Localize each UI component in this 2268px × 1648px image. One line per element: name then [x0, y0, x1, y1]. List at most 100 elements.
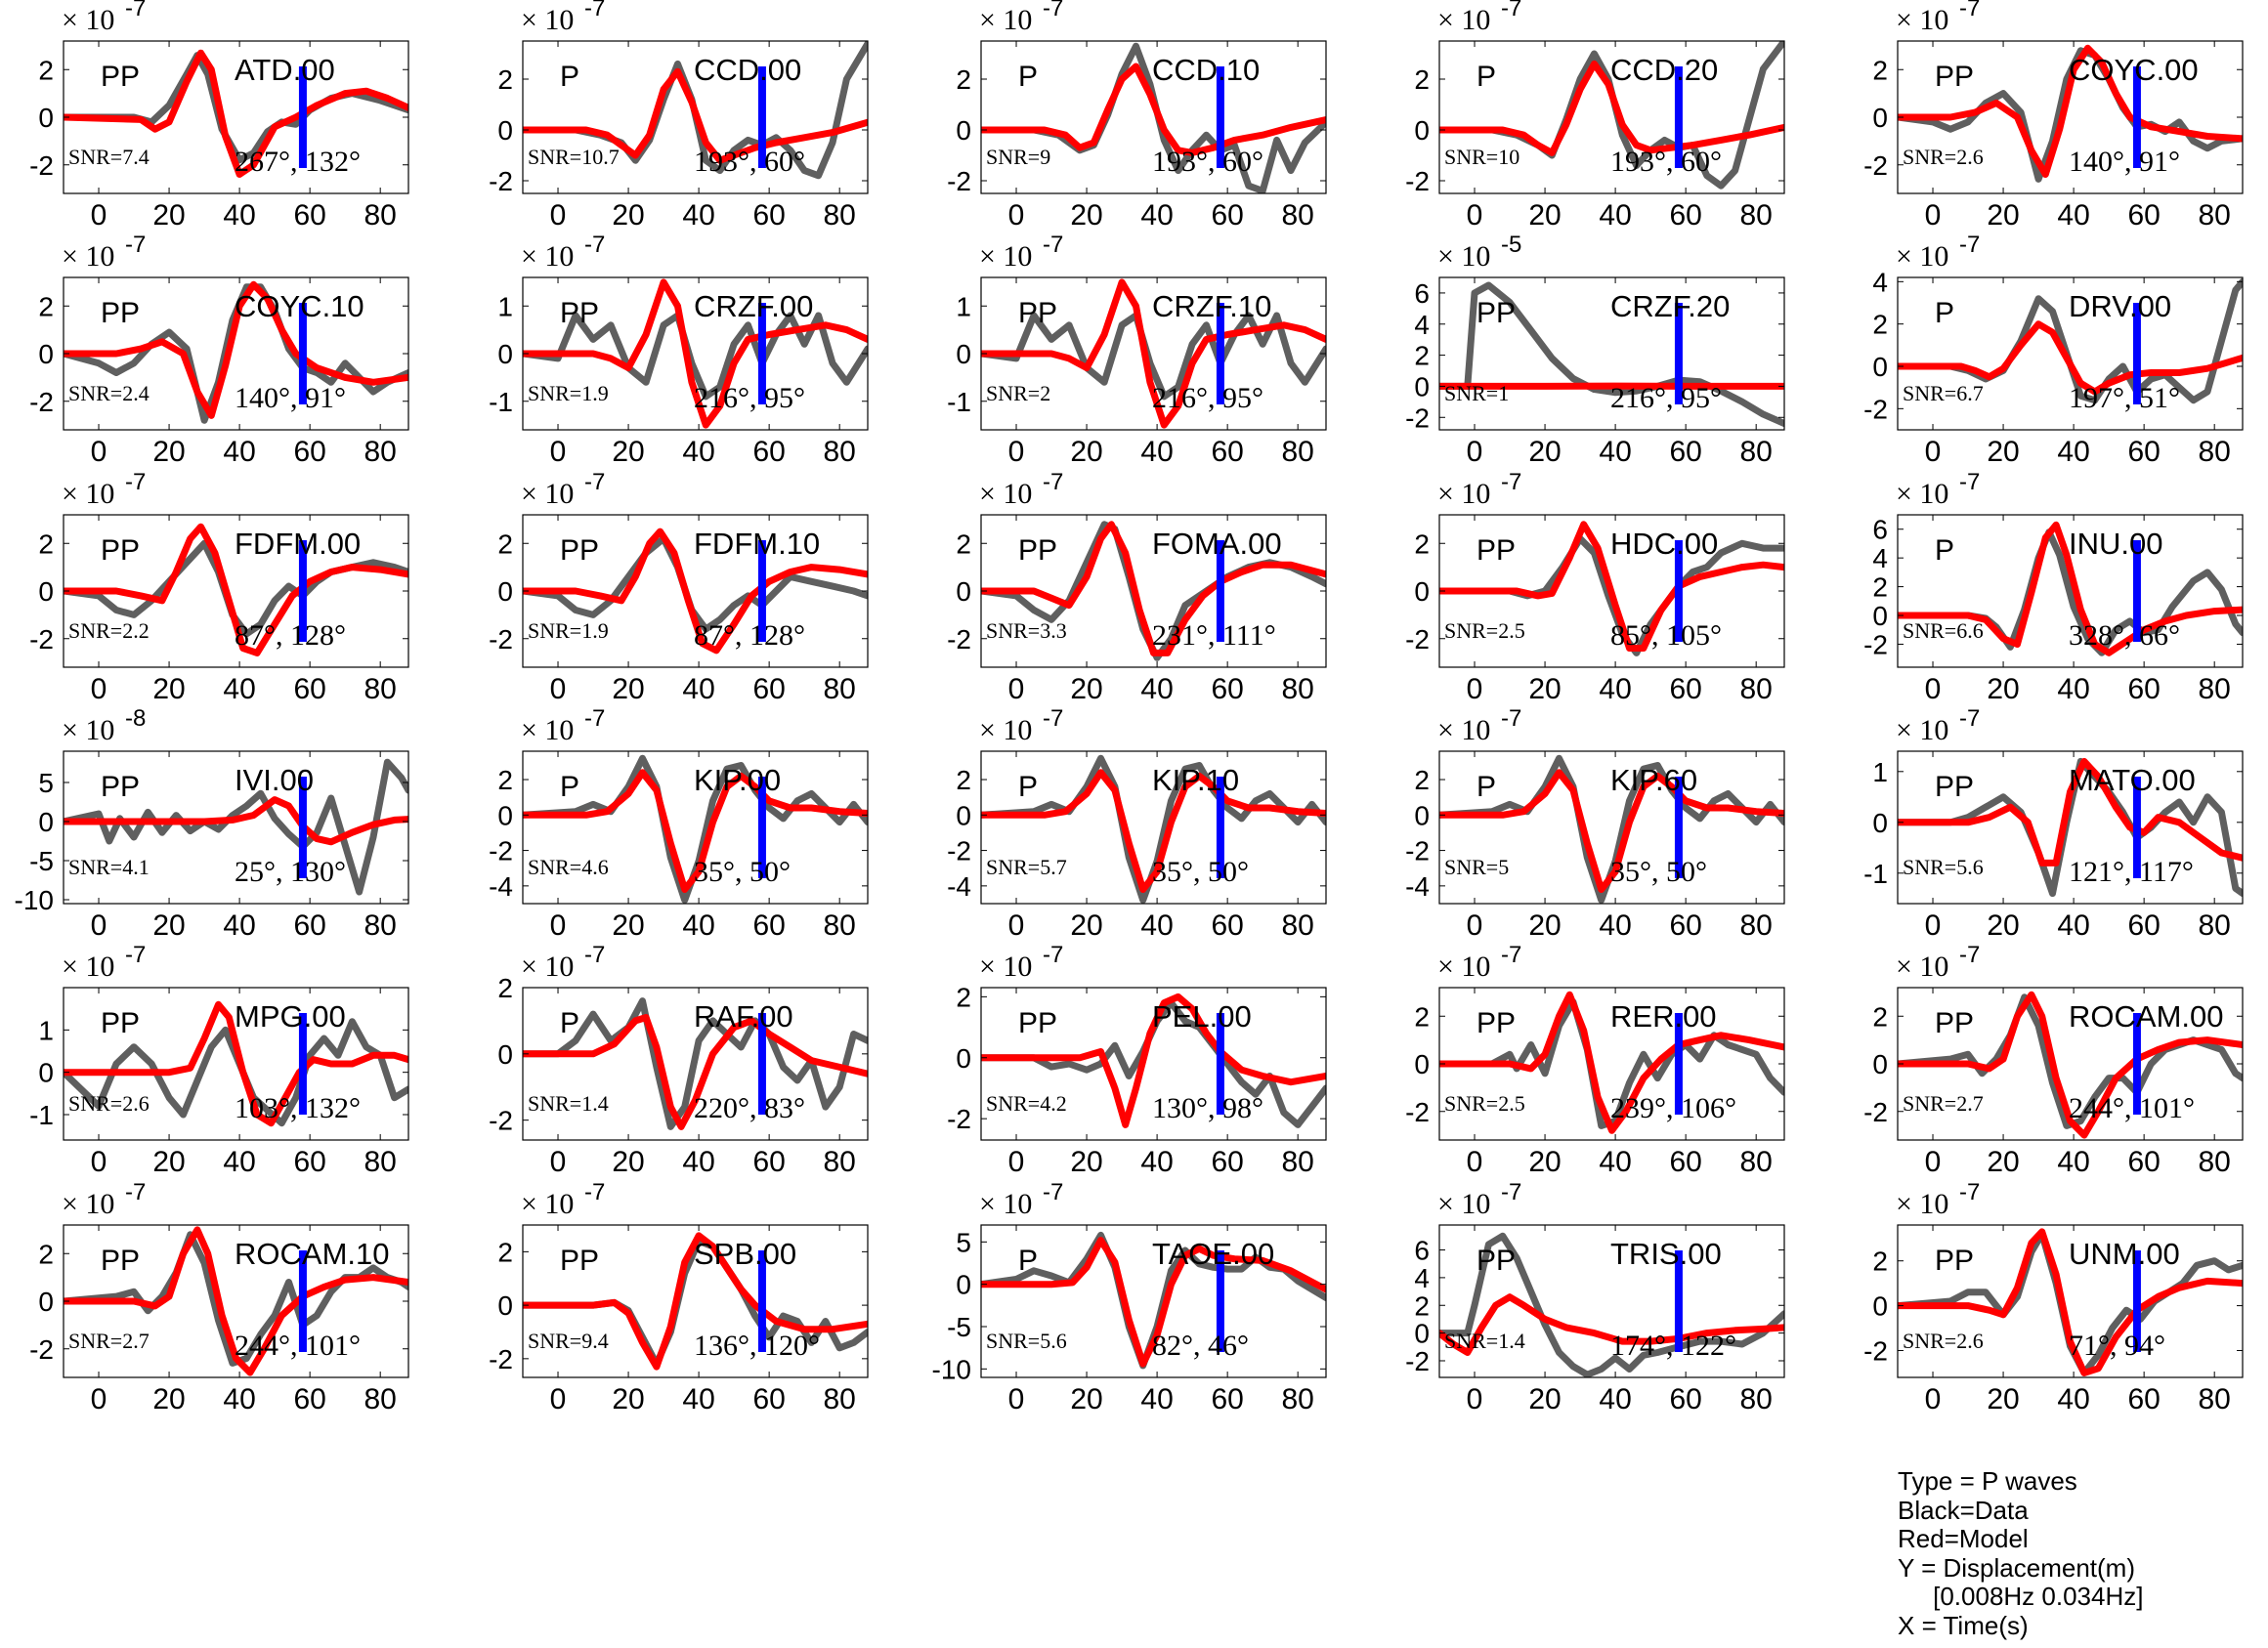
- x-tick-label: 80: [1739, 909, 1772, 942]
- snr-label: SNR=6.7: [1903, 381, 1984, 405]
- station-label: CCD.00: [694, 53, 801, 87]
- x-tick-label: 80: [364, 199, 396, 232]
- model-trace: [1439, 1293, 1784, 1356]
- station-label: MPG.00: [235, 999, 346, 1034]
- axis-exponent-power: -7: [125, 232, 146, 258]
- x-tick-label: 80: [2198, 199, 2230, 232]
- angles-label: 193°, 60°: [1610, 146, 1722, 178]
- x-tick-label: 40: [223, 673, 255, 705]
- y-tick-label: 2: [956, 528, 971, 559]
- snr-label: SNR=5.6: [1903, 855, 1984, 879]
- x-tick-label: 0: [1925, 909, 1942, 942]
- axes-box: [980, 1224, 1327, 1378]
- station-label: MATO.00: [2069, 763, 2196, 797]
- angles-label: 35°, 50°: [1152, 856, 1249, 888]
- x-tick-label: 60: [2127, 199, 2160, 232]
- station-label: KIP.00: [694, 763, 781, 797]
- x-tick-label: 20: [612, 436, 644, 468]
- station-label: ROCAM.00: [2069, 999, 2223, 1034]
- y-tick-label: 4: [1414, 310, 1430, 340]
- axis-exponent-power: -7: [1959, 232, 1980, 258]
- x-tick-label: 80: [2198, 673, 2230, 705]
- angles-label: 121°, 117°: [2069, 856, 2194, 888]
- x-tick-label: 60: [1669, 199, 1701, 232]
- y-tick-label: -2: [1405, 1346, 1430, 1376]
- panel-crzf-00: 0 20 40 60 80 -1 0 1 × 10 -7 PP CRZF.00 SNR=1.9 216°,…: [489, 232, 869, 468]
- snr-label: SNR=1: [1444, 381, 1509, 405]
- station-label: FDFM.00: [235, 527, 361, 561]
- y-tick-label: -2: [489, 1344, 513, 1374]
- y-tick-label: -2: [29, 624, 54, 655]
- x-tick-label: 80: [1739, 1383, 1772, 1416]
- axis-exponent-power: -7: [584, 232, 605, 258]
- x-tick-label: 80: [823, 1383, 855, 1416]
- x-tick-label: 80: [1281, 1146, 1313, 1178]
- x-tick-label: 40: [1140, 909, 1173, 942]
- x-tick-label: 80: [364, 1383, 396, 1416]
- angles-label: 193°, 60°: [1152, 146, 1263, 178]
- panel-coyc-10: 0 20 40 60 80 -2 0 2 × 10 -7 PP COYC.10 SNR=2.4 140°,…: [29, 232, 409, 468]
- x-tick-label: 80: [1739, 673, 1772, 705]
- x-tick-label: 20: [152, 1383, 185, 1416]
- y-tick-label: 0: [956, 1043, 971, 1074]
- x-tick-label: 0: [550, 673, 567, 705]
- y-tick-label: -2: [947, 624, 971, 655]
- angles-label: 87°, 128°: [235, 619, 346, 652]
- phase-label: PP: [1935, 1245, 1974, 1277]
- snr-label: SNR=5.6: [986, 1329, 1067, 1353]
- panel-spb-00: 0 20 40 60 80 -2 0 2 × 10 -7 PP SPB.00 SNR=9.4 136°, …: [489, 1179, 869, 1416]
- axis-exponent-power: -7: [125, 469, 146, 495]
- y-tick-label: 2: [956, 765, 971, 795]
- snr-label: SNR=10: [1444, 145, 1519, 169]
- y-tick-label: 2: [1872, 1001, 1888, 1032]
- x-tick-label: 0: [1467, 1146, 1483, 1178]
- axis-exponent: × 10: [1437, 240, 1490, 273]
- x-tick-label: 0: [91, 436, 107, 468]
- y-tick-label: 0: [1872, 1049, 1888, 1079]
- axis-exponent-power: -7: [1959, 942, 1980, 968]
- y-tick-label: 0: [956, 800, 971, 830]
- axes-box: [1897, 276, 2244, 431]
- x-tick-label: 60: [2127, 436, 2160, 468]
- axis-exponent-power: -7: [1501, 469, 1521, 495]
- model-trace: [523, 769, 868, 893]
- axis-exponent: × 10: [1896, 1188, 1948, 1220]
- axis-exponent: × 10: [521, 714, 574, 746]
- x-tick-label: 40: [223, 909, 255, 942]
- x-tick-label: 40: [1140, 436, 1173, 468]
- model-trace: [981, 993, 1326, 1128]
- x-tick-label: 80: [364, 673, 396, 705]
- phase-label: P: [1476, 61, 1496, 93]
- x-tick-label: 0: [1925, 199, 1942, 232]
- panel-fdfm-10: 0 20 40 60 80 -2 0 2 × 10 -7 PP FDFM.10 SNR=1.9 87°, …: [489, 469, 869, 705]
- panel-unm-00: 0 20 40 60 80 -2 0 2 × 10 -7 PP UNM.00 SNR=2.6 71°, 9…: [1863, 1179, 2244, 1416]
- y-tick-label: 0: [38, 576, 54, 607]
- axis-exponent: × 10: [62, 1188, 114, 1220]
- phase-label: PP: [560, 297, 599, 329]
- axes-box: [1438, 750, 1785, 905]
- x-tick-label: 20: [1070, 436, 1102, 468]
- x-tick-label: 60: [1211, 673, 1243, 705]
- y-tick-label: 0: [1414, 576, 1430, 607]
- y-tick-label: 0: [1872, 808, 1888, 838]
- x-tick-label: 20: [1987, 199, 2019, 232]
- y-tick-label: 2: [497, 973, 513, 1003]
- axis-exponent: × 10: [521, 951, 574, 983]
- station-label: CRZF.00: [694, 289, 813, 323]
- y-tick-label: 0: [38, 1287, 54, 1317]
- panel-raf-00: 0 20 40 60 80 -2 0 2 × 10 -7 P RAF.00 SNR=1.4 220°, 8…: [489, 942, 869, 1178]
- panel-kip-00: 0 20 40 60 80 -4 -2 0 2 × 10 -7 P KIP.00 SNR=4.6 35°, …: [489, 705, 869, 942]
- y-tick-label: 1: [1872, 757, 1888, 787]
- x-tick-label: 60: [293, 1146, 325, 1178]
- panel-rocam-00: 0 20 40 60 80 -2 0 2 × 10 -7 PP ROCAM.00 SNR=2.7 244°…: [1863, 942, 2244, 1178]
- y-tick-label: 0: [1414, 115, 1430, 146]
- y-tick-label: 0: [497, 1039, 513, 1070]
- y-tick-label: 2: [1414, 64, 1430, 95]
- station-label: HDC.00: [1610, 527, 1718, 561]
- x-tick-label: 80: [1281, 673, 1313, 705]
- axis-exponent-power: -7: [584, 0, 605, 21]
- phase-label: PP: [101, 297, 140, 329]
- y-tick-label: 4: [1872, 543, 1888, 573]
- x-tick-label: 20: [152, 1146, 185, 1178]
- y-tick-label: -2: [1863, 1335, 1888, 1366]
